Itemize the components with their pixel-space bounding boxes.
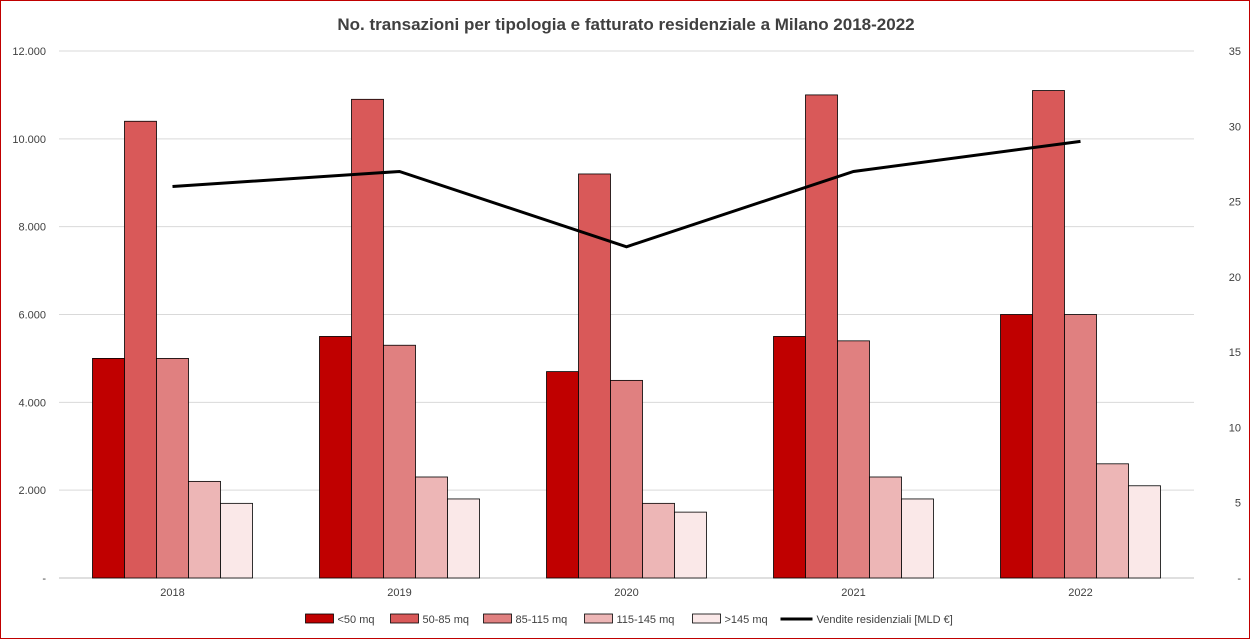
bar [1128, 485, 1161, 579]
y-right-tick-label: 5 [1235, 498, 1241, 510]
bar [319, 336, 352, 579]
bar [674, 511, 707, 579]
bar [124, 120, 157, 579]
y-right-tick-label: 20 [1229, 272, 1241, 284]
legend-swatch [390, 613, 419, 624]
bar [220, 502, 253, 579]
x-tick-label: 2019 [387, 587, 411, 599]
y-left-tick-label: 8.000 [18, 222, 46, 234]
legend-swatch [305, 613, 334, 624]
legend-swatch [584, 613, 613, 624]
y-right-tick-label: 25 [1229, 197, 1241, 209]
bar [805, 94, 838, 579]
bars [92, 90, 1161, 579]
bar [92, 358, 125, 579]
bar [447, 498, 480, 579]
legend-label: 115-145 mq [617, 614, 675, 626]
bar [415, 476, 448, 579]
chart-title: No. transazioni per tipologia e fatturat… [337, 15, 914, 34]
y-right-tick-label: 30 [1229, 121, 1241, 133]
bar [156, 358, 189, 579]
legend-label: <50 mq [338, 614, 375, 626]
x-tick-label: 2018 [160, 587, 184, 599]
legend-swatch [692, 613, 721, 624]
bar [1000, 314, 1033, 579]
line-series [172, 139, 1081, 249]
y-right-tick-label: 35 [1229, 46, 1241, 58]
y-left-tick-label: 12.000 [12, 46, 46, 58]
bar [869, 476, 902, 579]
y-left-tick-label: - [42, 573, 46, 585]
bar [351, 98, 384, 579]
bar [610, 379, 643, 579]
bar [188, 480, 221, 579]
bar [901, 498, 934, 579]
legend-swatch [483, 613, 512, 624]
bar [837, 340, 870, 579]
bar [773, 336, 806, 579]
bar [1064, 314, 1097, 579]
axes: - 2.000 4.000 6.000 8.000 10.000 12.000 - 5 10 15 2… [12, 46, 1241, 599]
bar [1096, 463, 1129, 579]
y-left-tick-label: 4.000 [18, 397, 46, 409]
y-right-tick-label: 10 [1229, 422, 1241, 434]
x-tick-label: 2020 [614, 587, 638, 599]
bar [546, 371, 579, 579]
bar [578, 173, 611, 579]
y-left-tick-label: 2.000 [18, 485, 46, 497]
legend-label: Vendite residenziali [MLD €] [817, 614, 953, 626]
y-left-tick-label: 10.000 [12, 134, 46, 146]
bar [642, 502, 675, 579]
bar [383, 344, 416, 579]
x-tick-label: 2022 [1068, 587, 1092, 599]
legend-label: 50-85 mq [423, 614, 469, 626]
legend-label: >145 mq [725, 614, 768, 626]
line-series-path [172, 139, 1081, 249]
y-right-tick-label: 15 [1229, 347, 1241, 359]
y-left-tick-label: 6.000 [18, 310, 46, 322]
bar [1032, 90, 1065, 579]
x-tick-label: 2021 [841, 587, 865, 599]
legend: <50 mq 50-85 mq 85-115 mq 115-145 mq >145 mq… [305, 613, 953, 626]
y-right-tick-label: - [1237, 573, 1241, 585]
legend-label: 85-115 mq [516, 614, 568, 626]
